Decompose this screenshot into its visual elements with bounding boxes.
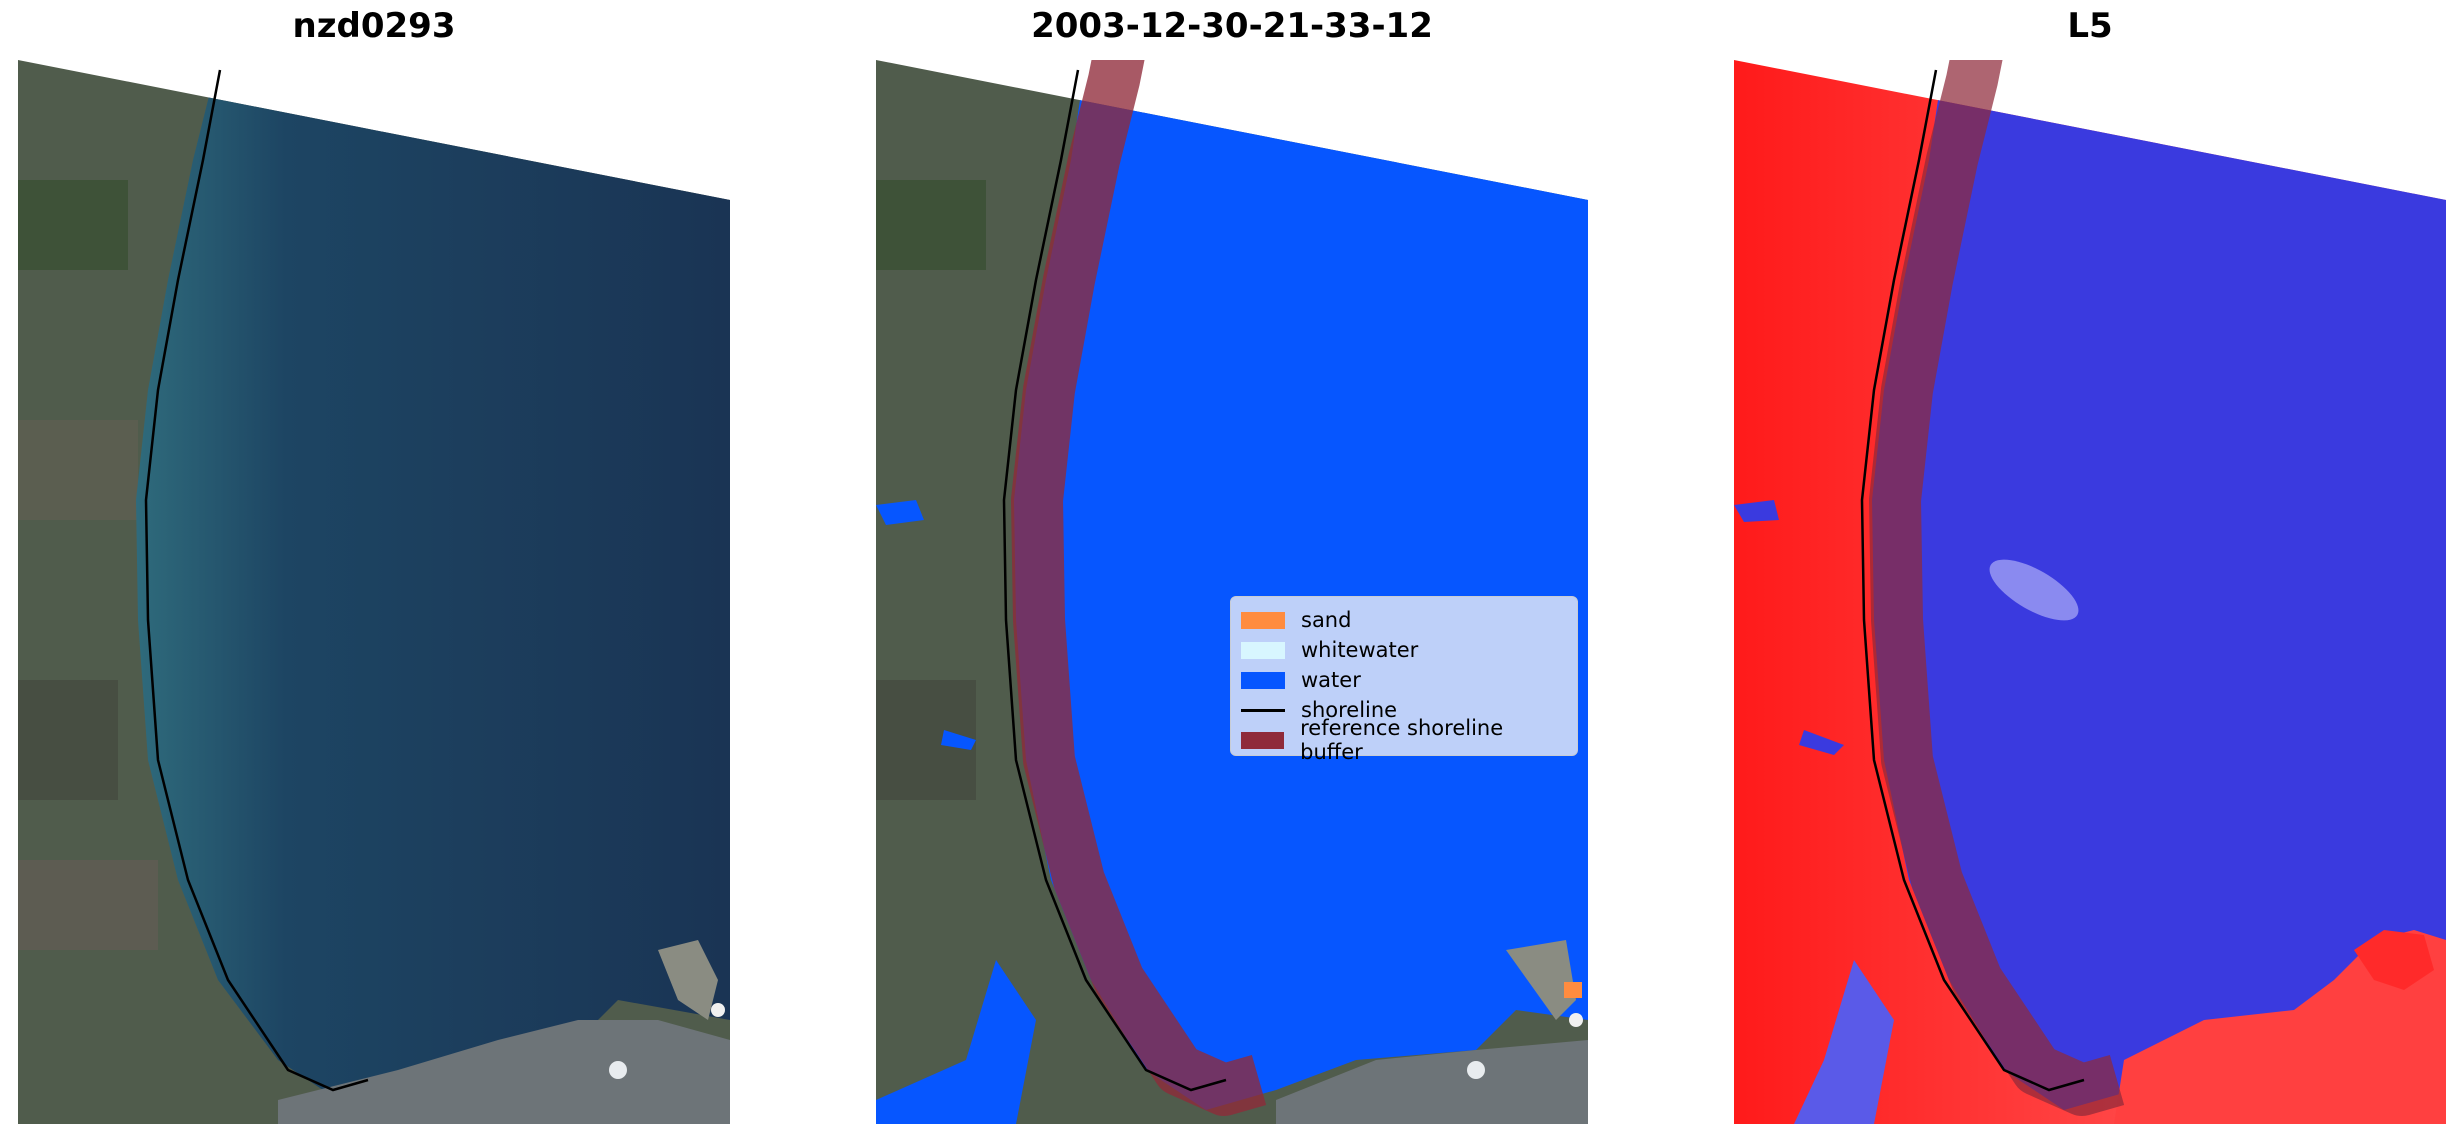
legend-swatch-whitewater: [1241, 641, 1285, 659]
shoreline: [144, 69, 369, 1092]
water-class-area: [1014, 60, 1588, 1110]
legend: sand whitewater water shoreline referenc…: [1230, 596, 1578, 764]
legend-swatch-buffer: [1241, 731, 1285, 749]
panel-title-rgb: nzd0293: [292, 6, 456, 46]
reference-shoreline-buffer: [1011, 60, 1267, 1116]
rgb-image-panel: [18, 60, 730, 1124]
legend-swatch-water: [1241, 671, 1285, 689]
legend-line-shoreline: [1241, 708, 1285, 712]
legend-item-sand: sand: [1241, 605, 1567, 635]
legend-label: whitewater: [1301, 638, 1419, 662]
classification-panel: [876, 60, 1588, 1124]
water-index-area: [1872, 60, 2446, 1110]
legend-item-reference-shoreline-buffer: reference shoreline buffer: [1241, 716, 1567, 764]
panel-title-classification: 2003-12-30-21-33-12: [1031, 6, 1433, 46]
sea-area: [136, 60, 730, 1100]
reference-shoreline-buffer: [1869, 60, 2125, 1116]
legend-label: water: [1301, 668, 1361, 692]
shoreline: [1860, 69, 2085, 1092]
legend-item-whitewater: whitewater: [1241, 635, 1567, 665]
panel-title-index: L5: [2067, 6, 2113, 46]
sand-patch: [1564, 982, 1582, 998]
legend-label: reference shoreline buffer: [1300, 716, 1504, 764]
legend-label: sand: [1301, 608, 1352, 632]
shoreline: [1002, 69, 1227, 1092]
index-panel: [1734, 60, 2446, 1124]
legend-swatch-sand: [1241, 611, 1285, 629]
legend-item-shoreline: shoreline: [1241, 695, 1567, 725]
legend-label: shoreline: [1301, 698, 1398, 722]
legend-item-water: water: [1241, 665, 1567, 695]
